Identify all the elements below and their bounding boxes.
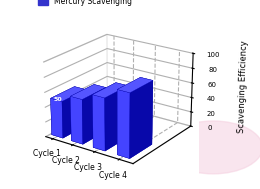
Legend: Mercury Scavenging: Mercury Scavenging <box>35 0 135 9</box>
